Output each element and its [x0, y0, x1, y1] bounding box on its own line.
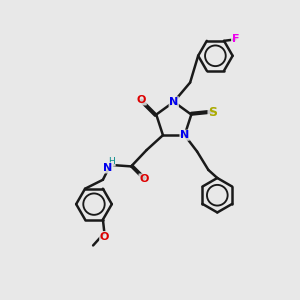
Text: N: N [169, 97, 178, 107]
Text: N: N [180, 130, 189, 140]
Text: H: H [108, 157, 115, 166]
Text: F: F [232, 34, 239, 44]
Text: S: S [208, 106, 217, 119]
Text: O: O [139, 174, 148, 184]
Text: O: O [100, 232, 109, 242]
Text: N: N [103, 163, 112, 173]
Text: O: O [137, 95, 146, 105]
